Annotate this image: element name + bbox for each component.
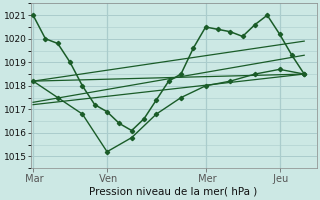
- X-axis label: Pression niveau de la mer( hPa ): Pression niveau de la mer( hPa ): [90, 187, 258, 197]
